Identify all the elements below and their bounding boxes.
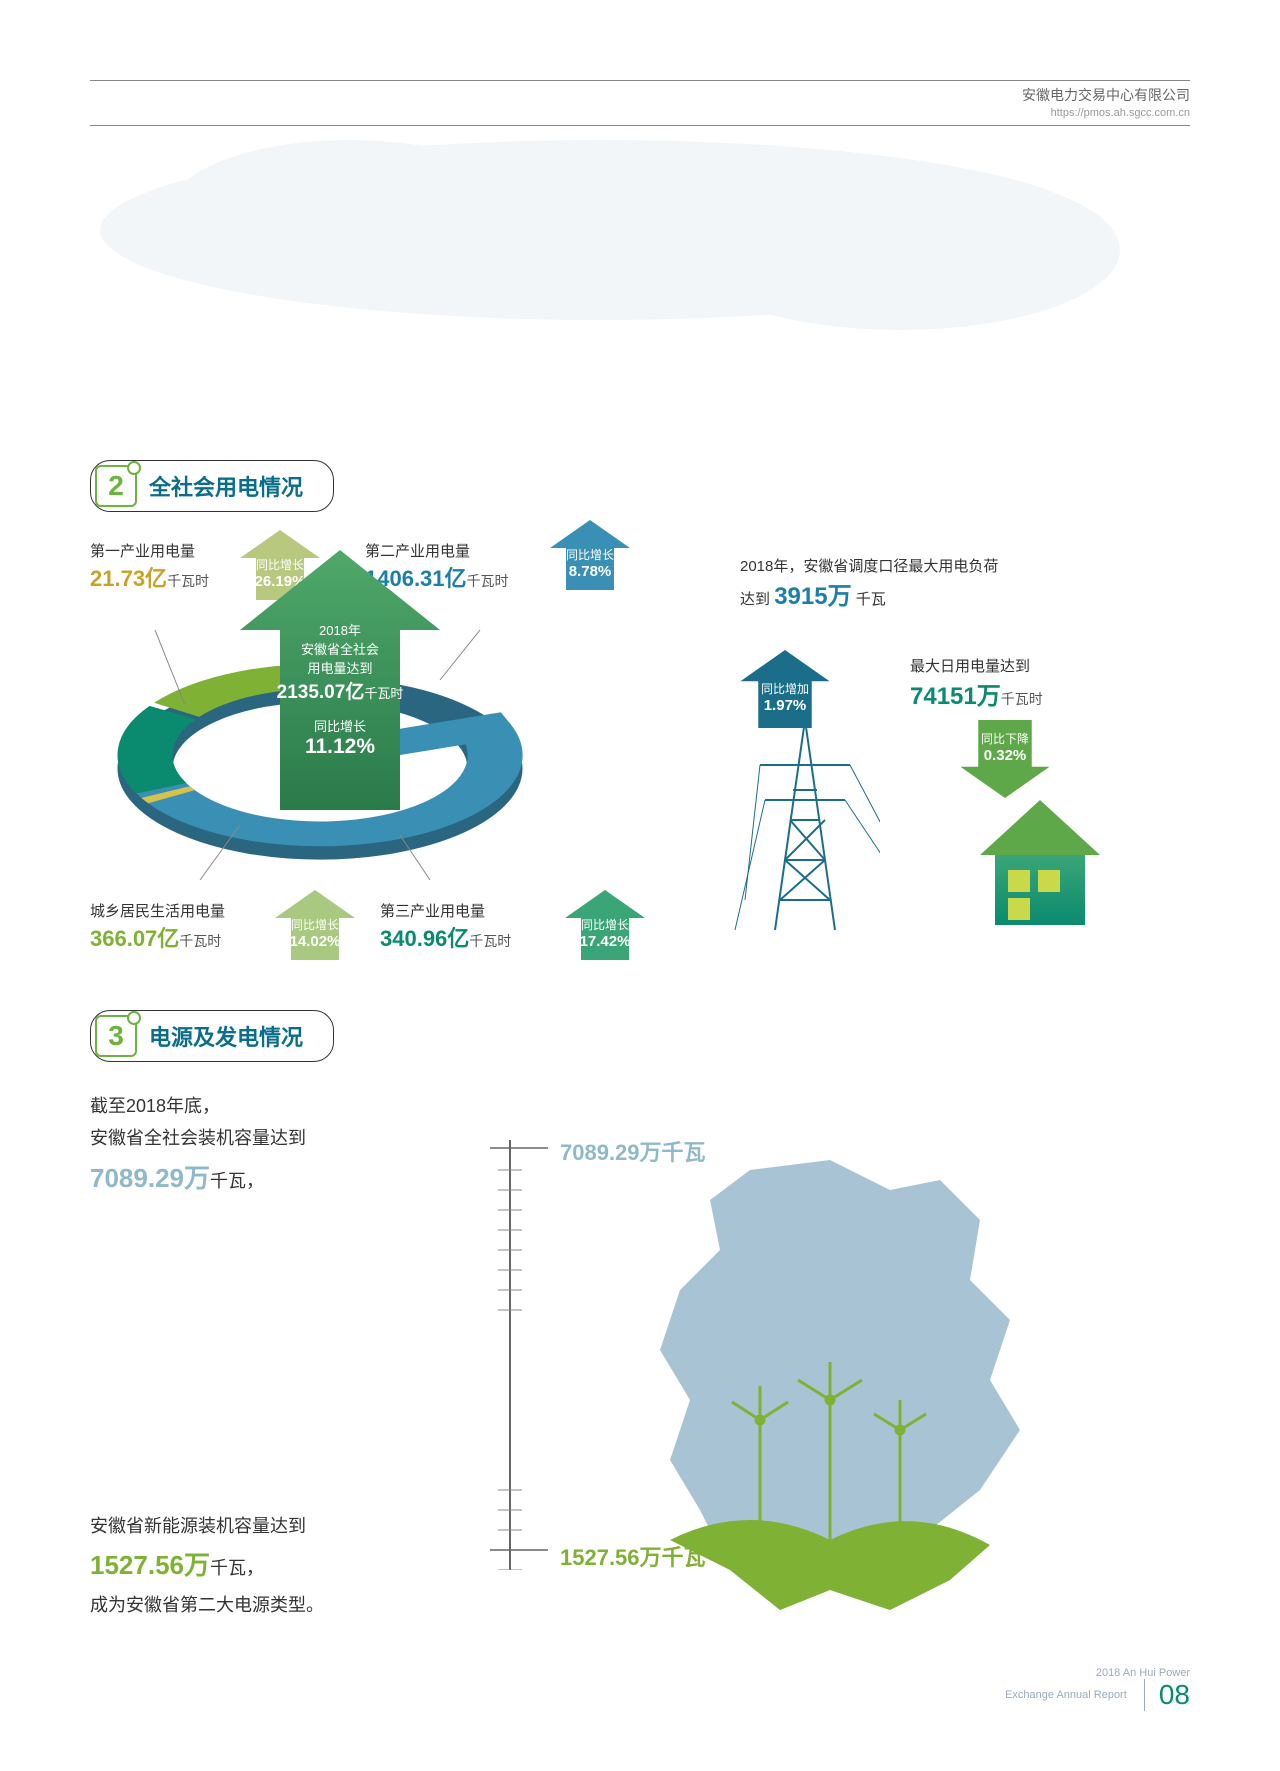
daily-unit: 千瓦时 bbox=[1001, 691, 1043, 707]
industry2-arrow: 同比增长 8.78% bbox=[550, 520, 630, 590]
residential-value: 366.07亿 bbox=[90, 926, 179, 951]
industry3-metric: 第三产业用电量 340.96亿千瓦时 bbox=[380, 900, 511, 953]
house-icon bbox=[970, 770, 1110, 930]
footer-line1: 2018 An Hui Power bbox=[1096, 1667, 1190, 1679]
peak-value: 3915万 bbox=[774, 583, 851, 610]
section-3-title: 电源及发电情况 bbox=[149, 1020, 303, 1052]
industry2-growth-label: 同比增长 bbox=[550, 520, 630, 563]
residential-metric: 城乡居民生活用电量 366.07亿千瓦时 bbox=[90, 900, 225, 953]
section-2-title: 全社会用电情况 bbox=[149, 470, 303, 502]
daily-value: 74151万 bbox=[910, 683, 1001, 710]
center-line2: 安徽省全社会 bbox=[240, 639, 440, 658]
ruler-icon bbox=[470, 1140, 550, 1570]
capacity-text: 截至2018年底， 安徽省全社会装机容量达到 7089.29万千瓦， bbox=[90, 1090, 306, 1202]
daily-metric: 最大日用电量达到 74151万千瓦时 bbox=[910, 655, 1043, 711]
center-growth-value: 11.12% bbox=[240, 735, 440, 759]
daily-change-label: 同比下降 bbox=[960, 720, 1050, 747]
center-value: 2135.07亿 bbox=[277, 682, 365, 703]
peak-unit: 千瓦 bbox=[856, 591, 886, 608]
industry1-unit: 千瓦时 bbox=[167, 573, 209, 589]
header-rule-top bbox=[90, 80, 1190, 81]
footer-line2: Exchange Annual Report bbox=[1005, 1689, 1127, 1701]
section-3-number: 3 bbox=[95, 1015, 137, 1057]
cloud-bg bbox=[0, 100, 1280, 360]
peak-growth-label: 同比增加 bbox=[740, 650, 830, 697]
peak-mid: 达到 bbox=[740, 591, 770, 608]
renewable-value: 1527.56万 bbox=[90, 1550, 210, 1580]
industry2-unit: 千瓦时 bbox=[467, 573, 509, 589]
s3-t2-l2: 成为安徽省第二大电源类型。 bbox=[90, 1595, 324, 1615]
center-growth-label: 同比增长 bbox=[240, 716, 440, 735]
s3-t2-l1: 安徽省新能源装机容量达到 bbox=[90, 1516, 306, 1536]
page-number: 08 bbox=[1144, 1679, 1190, 1711]
industry3-label: 第三产业用电量 bbox=[380, 900, 511, 921]
industry3-growth-value: 17.42% bbox=[565, 933, 645, 950]
anhui-map-icon bbox=[630, 1150, 1050, 1630]
industry1-value: 21.73亿 bbox=[90, 566, 167, 591]
section-2-header: 2 全社会用电情况 bbox=[90, 460, 334, 512]
section-3-content: 截至2018年底， 安徽省全社会装机容量达到 7089.29万千瓦， 7089.… bbox=[90, 1080, 1190, 1660]
center-line3: 用电量达到 bbox=[240, 658, 440, 677]
industry1-label: 第一产业用电量 bbox=[90, 540, 209, 561]
renewable-text: 安徽省新能源装机容量达到 1527.56万千瓦， 成为安徽省第二大电源类型。 bbox=[90, 1510, 324, 1622]
center-year: 2018年 bbox=[240, 620, 440, 639]
residential-label: 城乡居民生活用电量 bbox=[90, 900, 225, 921]
industry3-arrow: 同比增长 17.42% bbox=[565, 890, 645, 960]
residential-arrow: 同比增长 14.02% bbox=[275, 890, 355, 960]
center-total-arrow: 2018年 安徽省全社会 用电量达到 2135.07亿千瓦时 同比增长 11.1… bbox=[240, 550, 440, 810]
industry2-growth-value: 8.78% bbox=[550, 563, 630, 580]
daily-label: 最大日用电量达到 bbox=[910, 655, 1043, 676]
s3-t1-l2: 安徽省全社会装机容量达到 bbox=[90, 1128, 306, 1148]
capacity-value: 7089.29万 bbox=[90, 1163, 210, 1193]
industry3-value: 340.96亿 bbox=[380, 926, 469, 951]
industry1-metric: 第一产业用电量 21.73亿千瓦时 bbox=[90, 540, 209, 593]
peak-load-text: 2018年，安徽省调度口径最大用电负荷 达到 3915万 千瓦 bbox=[740, 555, 998, 611]
residential-unit: 千瓦时 bbox=[179, 933, 221, 949]
daily-change-value: 0.32% bbox=[960, 747, 1050, 764]
page-footer: 2018 An Hui Power Exchange Annual Report… bbox=[1005, 1667, 1190, 1711]
industry3-growth-label: 同比增长 bbox=[565, 890, 645, 933]
center-unit: 千瓦时 bbox=[364, 686, 403, 701]
industry3-unit: 千瓦时 bbox=[469, 933, 511, 949]
s3-t1-l1: 截至2018年底， bbox=[90, 1096, 220, 1116]
capacity-unit: 千瓦， bbox=[210, 1171, 264, 1191]
peak-line1: 2018年，安徽省调度口径最大用电负荷 bbox=[740, 558, 998, 575]
residential-growth-label: 同比增长 bbox=[275, 890, 355, 933]
section-3-header: 3 电源及发电情况 bbox=[90, 1010, 334, 1062]
renewable-unit: 千瓦， bbox=[210, 1558, 264, 1578]
residential-growth-value: 14.02% bbox=[275, 933, 355, 950]
tower-icon bbox=[730, 710, 880, 940]
section-2-content: 第一产业用电量 21.73亿千瓦时 同比增长 26.19% 第二产业用电量 14… bbox=[90, 540, 1190, 980]
section-2-number: 2 bbox=[95, 465, 137, 507]
